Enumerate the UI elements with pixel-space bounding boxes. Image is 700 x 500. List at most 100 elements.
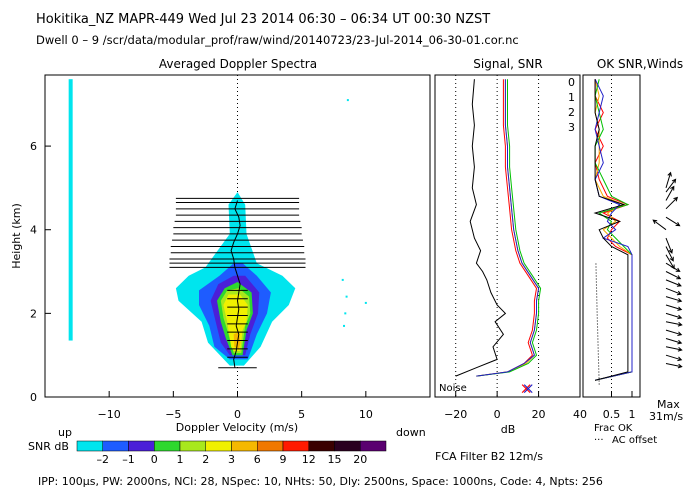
colorbar-tick-label: 2 [202, 453, 209, 466]
x-tick-label: 1 [629, 408, 636, 421]
colorbar-tick-label: 6 [254, 453, 261, 466]
colorbar-swatch [205, 440, 232, 452]
colorbar-swatch [128, 440, 155, 452]
noise-marker [523, 384, 533, 394]
colorbar-swatch [360, 440, 387, 452]
wind-arrow [665, 304, 683, 311]
wind-arrow [665, 338, 683, 345]
colorbar-swatch [179, 440, 206, 452]
signal-axes [434, 74, 581, 398]
spectra-xlabel: Doppler Velocity (m/s) [176, 421, 298, 434]
winds-plot-area: 0.5 1 [593, 75, 683, 421]
wind-arrow [665, 312, 683, 320]
colorbar-tick-label: 20 [353, 453, 367, 466]
y-tick-label: 4 [30, 224, 37, 237]
x-tick-label: 0 [234, 408, 241, 421]
ac-offset-line [595, 263, 600, 385]
x-tick-label: 40 [573, 408, 587, 421]
x-tick-label: 0.5 [603, 408, 621, 421]
echo-speck [341, 278, 344, 281]
up-label: up [58, 426, 72, 439]
wind-arrow [665, 246, 674, 262]
wind-arrow [665, 271, 682, 280]
wind-arrow [652, 219, 667, 231]
ground-clutter-strip [68, 79, 73, 341]
signal-title: Signal, SNR [473, 57, 542, 71]
colorbar-swatch [257, 440, 284, 452]
signal-line [455, 79, 507, 377]
signal-xlabel: dB [501, 423, 516, 436]
wind-arrow [665, 216, 681, 227]
max-label: Max [657, 398, 680, 411]
ac-offset-dots: ··· [594, 435, 604, 446]
wind-arrow [665, 279, 682, 287]
wind-arrow [665, 354, 683, 362]
ac-offset-label: AC offset [612, 435, 657, 446]
colorbar-tick-label: 0 [151, 453, 158, 466]
echo-speck [346, 99, 349, 102]
colorbar-tick-label: 12 [302, 453, 316, 466]
noise-marker [521, 384, 531, 394]
down-label: down [396, 426, 426, 439]
header-line2: Dwell 0 – 9 /scr/data/modular_prof/raw/w… [36, 33, 519, 47]
signal-plot-area: −20 0 20 40 [444, 75, 587, 421]
snr-colorbar: –2 –1 0 1 2 3 6 9 12 15 20 [76, 440, 387, 466]
colorbar-tick-label: 9 [280, 453, 287, 466]
wind-arrow [665, 346, 683, 352]
footer-params: IPP: 100μs, PW: 2000ns, NCI: 28, NSpec: … [38, 475, 603, 488]
spectra-ylabel: Height (km) [10, 203, 23, 269]
header-line1: Hokitika_NZ MAPR-449 Wed Jul 23 2014 06:… [36, 12, 490, 27]
legend-entry-2: 2 [568, 106, 575, 119]
frac-ok-line-1 [594, 79, 633, 381]
wind-arrow [665, 329, 683, 336]
snr-line-3 [476, 79, 540, 377]
colorbar-tick-label: –2 [97, 453, 110, 466]
winds-title: OK SNR,Winds [597, 57, 683, 71]
legend-entry-1: 1 [568, 91, 575, 104]
wind-arrow [665, 296, 683, 303]
echo-speck [364, 301, 367, 304]
colorbar-swatch [102, 440, 129, 452]
x-tick-label: 10 [359, 408, 373, 421]
frac-ok-line-2 [594, 79, 633, 381]
wind-arrow [665, 237, 673, 254]
wind-arrow [665, 171, 672, 189]
legend-entry-0: 0 [568, 76, 575, 89]
frac-ok-line-0 [594, 79, 633, 381]
colorbar-tick-label: 3 [228, 453, 235, 466]
snr-contour-5 [223, 294, 248, 351]
frac-ok-line-4 [593, 79, 629, 381]
colorbar-swatch [154, 440, 181, 452]
echo-speck [343, 324, 346, 327]
wind-arrow [665, 321, 683, 327]
frac-ok-line-3 [594, 78, 633, 381]
x-tick-label: −5 [165, 408, 181, 421]
colorbar-tick-label: –1 [122, 453, 135, 466]
echo-speck [344, 312, 347, 315]
x-tick-label: −10 [98, 408, 121, 421]
spectra-plot-area [68, 75, 367, 397]
echo-speck [345, 295, 348, 298]
mean-velocity-line [230, 200, 241, 368]
x-tick-label: −20 [444, 408, 467, 421]
wind-arrow [665, 363, 683, 369]
x-tick-label: 5 [298, 408, 305, 421]
colorbar-swatch [282, 440, 309, 452]
fca-filter-label: FCA Filter B2 12m/s [435, 450, 543, 463]
y-tick-label: 2 [30, 307, 37, 320]
colorbar-swatch [231, 440, 258, 452]
frac-ok-label: Frac OK [594, 423, 633, 434]
colorbar-swatch [76, 440, 103, 452]
colorbar-tick-label: 15 [328, 453, 342, 466]
x-tick-label: 0 [494, 408, 501, 421]
colorbar-swatch [308, 440, 335, 452]
spectra-title: Averaged Doppler Spectra [159, 57, 317, 71]
noise-label: Noise [439, 383, 467, 394]
y-tick-label: 0 [30, 391, 37, 404]
colorbar-label: SNR dB [28, 440, 69, 453]
wind-arrow [665, 254, 675, 270]
signal-legend: 0 1 2 3 [568, 76, 575, 134]
wind-arrow [665, 178, 677, 193]
snr-line-2 [476, 79, 542, 377]
